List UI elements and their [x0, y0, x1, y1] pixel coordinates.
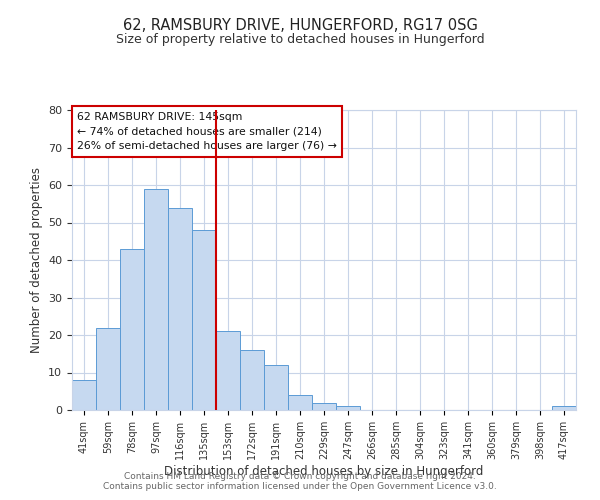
Bar [168, 208, 192, 410]
Text: Contains HM Land Registry data © Crown copyright and database right 2024.: Contains HM Land Registry data © Crown c… [124, 472, 476, 481]
Bar [288, 395, 312, 410]
Bar [552, 406, 576, 410]
Bar [72, 380, 96, 410]
Bar [240, 350, 264, 410]
Bar [96, 328, 120, 410]
X-axis label: Distribution of detached houses by size in Hungerford: Distribution of detached houses by size … [164, 464, 484, 477]
Text: 62, RAMSBURY DRIVE, HUNGERFORD, RG17 0SG: 62, RAMSBURY DRIVE, HUNGERFORD, RG17 0SG [122, 18, 478, 32]
Bar [216, 331, 240, 410]
Bar [192, 230, 216, 410]
Bar [312, 402, 336, 410]
Y-axis label: Number of detached properties: Number of detached properties [29, 167, 43, 353]
Bar [120, 248, 144, 410]
Bar [336, 406, 360, 410]
Bar [264, 365, 288, 410]
Text: 62 RAMSBURY DRIVE: 145sqm
← 74% of detached houses are smaller (214)
26% of semi: 62 RAMSBURY DRIVE: 145sqm ← 74% of detac… [77, 112, 337, 151]
Bar [144, 188, 168, 410]
Text: Contains public sector information licensed under the Open Government Licence v3: Contains public sector information licen… [103, 482, 497, 491]
Text: Size of property relative to detached houses in Hungerford: Size of property relative to detached ho… [116, 32, 484, 46]
